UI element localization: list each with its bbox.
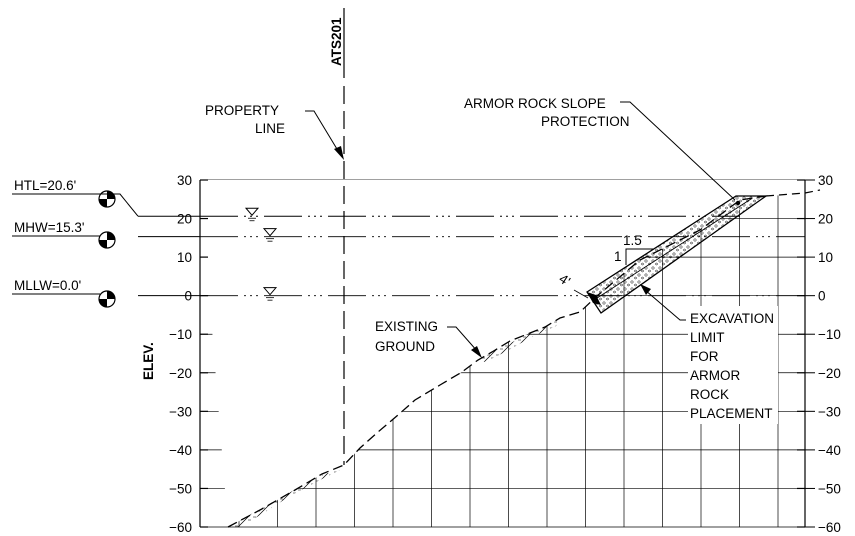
armor-rock-inner-line bbox=[593, 198, 752, 301]
top-cap-line bbox=[765, 192, 806, 197]
armor-rock-leader bbox=[620, 101, 736, 201]
slope-triangle bbox=[625, 248, 654, 265]
left-tick-label: −20 bbox=[169, 366, 192, 381]
left-tick-label: −50 bbox=[169, 481, 192, 496]
left-tick-label: −40 bbox=[169, 443, 192, 458]
datum-target-quadrant bbox=[99, 199, 107, 207]
water-level-tag-label: MHW=15.3' bbox=[14, 220, 84, 235]
property-line-label-2: LINE bbox=[255, 121, 285, 136]
left-tick-label: 10 bbox=[177, 250, 192, 265]
existing-ground-label-1: EXISTING bbox=[375, 319, 438, 334]
right-axis-ticks: 30 20 10 0 −10 −20 −30 −40 −50 −60 bbox=[797, 173, 841, 535]
slope-rise-label: 1 bbox=[614, 249, 622, 264]
slope-run-label: 1.5 bbox=[623, 233, 642, 248]
excavation-label-6: PLACEMENT bbox=[690, 406, 773, 421]
armor-rock-label-2: PROTECTION bbox=[541, 114, 630, 129]
excavation-leader bbox=[644, 289, 686, 321]
datum-target-quadrant bbox=[99, 240, 107, 248]
property-line-label-1: PROPERTY bbox=[205, 103, 279, 118]
right-tick-label: 10 bbox=[818, 250, 833, 265]
water-level-tag-connector bbox=[100, 193, 139, 217]
excavation-label-5: ROCK bbox=[690, 387, 729, 402]
right-tick-label: −10 bbox=[818, 327, 841, 342]
right-tick-label: 20 bbox=[818, 212, 833, 227]
left-tick-label: −10 bbox=[169, 327, 192, 342]
existing-ground-label-2: GROUND bbox=[375, 339, 435, 354]
armor-rock-label-1: ARMOR ROCK SLOPE bbox=[464, 96, 606, 111]
right-tick-label: −50 bbox=[818, 481, 841, 496]
datum-target-quadrant bbox=[107, 191, 115, 199]
left-tick-label: 20 bbox=[177, 212, 192, 227]
right-tick-label: 0 bbox=[818, 289, 826, 304]
water-level-marker-icon bbox=[262, 228, 278, 237]
elev-axis-label: ELEV. bbox=[141, 342, 156, 380]
water-level-tag-label: HTL=20.6' bbox=[14, 178, 76, 193]
excavation-label-3: FOR bbox=[690, 349, 719, 364]
datum-target-quadrant bbox=[107, 232, 115, 240]
right-tick-label: −40 bbox=[818, 443, 841, 458]
water-level-tags: HTL=20.6' MHW=15.3' MLLW=0.0' bbox=[12, 178, 139, 308]
right-tick-label: 30 bbox=[818, 173, 833, 188]
right-tick-label: −20 bbox=[818, 366, 841, 381]
water-level-tag-label: MLLW=0.0' bbox=[14, 278, 81, 293]
existing-ground-leader bbox=[447, 326, 479, 353]
left-tick-label: 30 bbox=[177, 173, 192, 188]
left-tick-label: −30 bbox=[169, 404, 192, 419]
thickness-dim-line bbox=[573, 289, 589, 299]
excavation-label-4: ARMOR bbox=[690, 368, 741, 383]
existing-ground-arrow bbox=[471, 346, 482, 358]
property-line-arrow bbox=[334, 146, 344, 160]
datum-target-quadrant bbox=[107, 291, 115, 299]
excavation-label-2: LIMIT bbox=[690, 330, 725, 345]
top-cap-line-right bbox=[804, 189, 821, 194]
water-level-marker-icon bbox=[244, 207, 260, 217]
left-tick-label: −60 bbox=[169, 520, 192, 535]
excavation-label-1: EXCAVATION bbox=[690, 311, 774, 326]
right-tick-label: −60 bbox=[818, 520, 841, 535]
excavation-label-bg bbox=[688, 306, 778, 424]
armor-rock-dot bbox=[735, 200, 741, 206]
property-line-leader bbox=[305, 110, 341, 155]
water-level-marker-icon bbox=[262, 287, 278, 296]
air-mask bbox=[200, 180, 805, 527]
section-id-label: ATS201 bbox=[329, 17, 344, 66]
datum-target-quadrant bbox=[99, 299, 107, 307]
armor-rock-toe bbox=[587, 292, 601, 305]
right-tick-label: −30 bbox=[818, 404, 841, 419]
